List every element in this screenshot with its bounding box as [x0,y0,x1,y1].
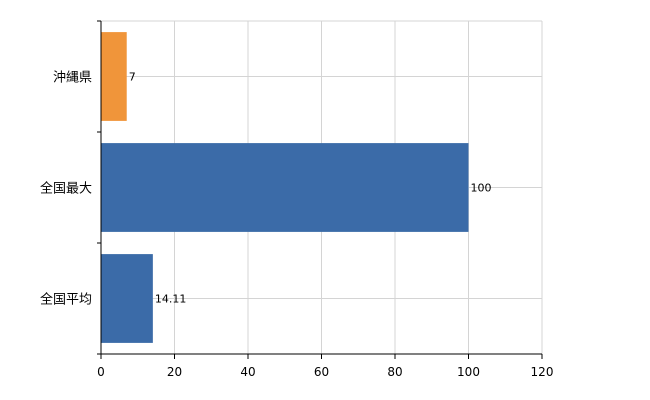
x-tick-label: 80 [387,365,402,379]
x-tick-label: 120 [531,365,554,379]
category-label: 沖縄県 [53,71,92,86]
x-tick-label: 100 [457,365,480,379]
x-tick-label: 0 [97,365,105,379]
axes [97,20,543,359]
category-label: 全国最大 [40,181,92,197]
x-tick-label: 60 [314,365,329,379]
labels: 7 沖縄県 100 全国最大 14.11 全国平均 0 20 40 60 80 100 120 [40,71,553,380]
bar [101,143,469,232]
bar [101,254,153,343]
data-label: 100 [471,182,492,195]
category-label: 全国平均 [40,292,92,308]
bars [101,32,469,343]
x-tick-label: 40 [240,365,255,379]
x-tick-label: 20 [167,365,182,379]
data-label: 14.11 [155,293,187,306]
data-label: 7 [129,71,136,84]
bar [101,32,127,121]
